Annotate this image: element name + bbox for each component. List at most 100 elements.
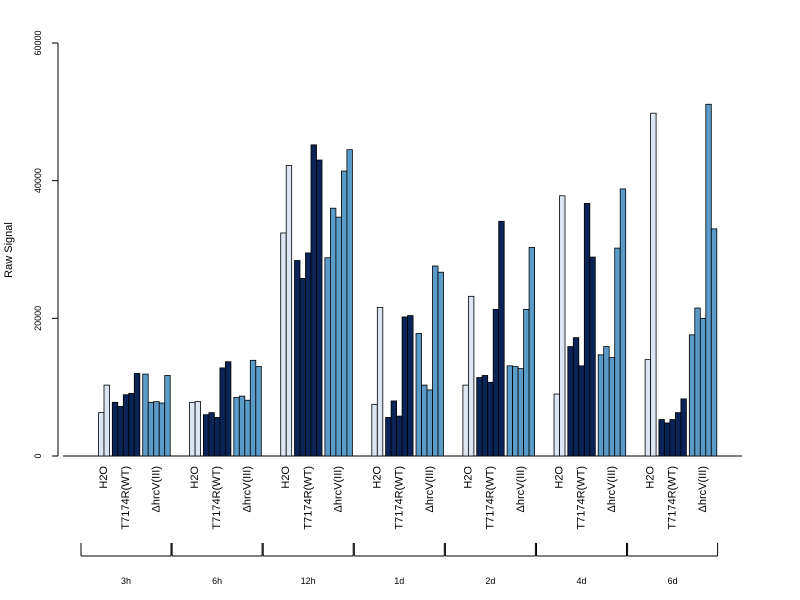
time-label: 6d [668, 576, 678, 586]
bar-4d-1-3 [583, 202, 591, 457]
bar-3h-2-3 [158, 402, 166, 457]
bar-6h-1-3 [219, 367, 226, 457]
bar-2d-2-0 [506, 365, 514, 457]
bars [98, 103, 718, 457]
treatment-labels: H2O T7174R(WT) ΔhrcV(III) H2O T7174R(WT) Δhrc… [98, 466, 709, 530]
bar-12h-1-3 [310, 144, 317, 457]
bar-2d-2-2 [517, 368, 524, 457]
treatment-label: ΔhrcV(III) [515, 466, 527, 512]
bar-6h-2-2 [244, 399, 251, 457]
treatment-label: H2O [280, 466, 292, 489]
bar-6h-1-1 [208, 412, 215, 457]
bar-6h-2-4 [255, 366, 262, 457]
bar-1d-1-3 [401, 316, 409, 457]
bar-1d-2-2 [426, 389, 433, 457]
bar-1d-1-2 [396, 415, 403, 457]
bar-3h-1-0 [111, 401, 119, 457]
bar-6d-2-3 [705, 103, 712, 457]
bar-4d-2-4 [619, 188, 627, 457]
treatment-label: ΔhrcV(III) [333, 466, 345, 512]
bar-2d-1-3 [492, 308, 500, 457]
y-tick-label: 20000 [33, 306, 43, 331]
treatment-label: H2O [462, 466, 474, 489]
bar-6d-0-1 [650, 112, 657, 457]
treatment-label: H2O [645, 466, 657, 489]
bar-4d-1-1 [572, 337, 580, 457]
bar-12h-2-2 [335, 216, 342, 457]
treatment-label: ΔhrcV(III) [150, 466, 162, 512]
bar-12h-2-1 [329, 207, 337, 457]
bar-6d-1-3 [675, 412, 682, 457]
bar-1d-0-1 [376, 306, 384, 457]
bar-4d-2-2 [608, 357, 616, 457]
bar-6d-1-0 [658, 419, 665, 457]
bar-4d-0-0 [553, 393, 560, 457]
time-label: 1d [394, 576, 404, 586]
bar-1d-1-0 [385, 417, 392, 457]
treatment-label: T7174R(WT) [120, 466, 132, 530]
bar-4d-2-3 [614, 247, 621, 457]
bar-3h-0-1 [103, 384, 110, 457]
bar-1d-2-1 [421, 384, 428, 457]
bar-6h-1-2 [213, 417, 221, 457]
treatment-label: T7174R(WT) [393, 466, 405, 530]
y-axis: 0 20000 40000 60000 [33, 30, 59, 459]
bar-12h-1-0 [294, 260, 301, 457]
bar-12h-2-3 [340, 170, 348, 457]
time-label: 4d [576, 576, 586, 586]
bar-6h-0-1 [194, 401, 202, 457]
bar-3h-2-2 [153, 401, 160, 457]
bar-1d-1-4 [407, 315, 414, 457]
bar-1d-2-0 [415, 333, 422, 457]
time-label: 2d [485, 576, 495, 586]
treatment-label: T7174R(WT) [484, 466, 496, 530]
bar-4d-2-1 [603, 346, 610, 457]
bar-2d-2-3 [523, 308, 530, 457]
bar-6h-2-0 [233, 397, 240, 457]
bar-2d-1-0 [476, 377, 483, 457]
bar-6h-2-1 [238, 395, 246, 457]
bar-1d-1-1 [390, 400, 398, 457]
bar-12h-0-0 [280, 232, 287, 457]
treatment-label: T7174R(WT) [667, 466, 679, 530]
bar-2d-0-1 [467, 295, 475, 457]
bar-6h-2-3 [249, 359, 257, 457]
y-tick-label: 40000 [33, 168, 43, 193]
bar-12h-2-0 [324, 257, 331, 457]
bar-4d-1-0 [567, 346, 574, 457]
treatment-label: H2O [98, 466, 110, 489]
bar-6h-1-4 [224, 361, 232, 457]
treatment-label: H2O [554, 466, 566, 489]
bar-12h-1-4 [316, 159, 323, 457]
bar-6d-2-0 [688, 334, 696, 457]
bar-12h-1-1 [299, 278, 306, 457]
y-axis-label: Raw Signal [3, 222, 15, 278]
y-tick-label: 60000 [33, 30, 43, 55]
time-label: 12h [301, 576, 316, 586]
treatment-label: T7174R(WT) [576, 466, 588, 530]
treatment-label: ΔhrcV(III) [424, 466, 436, 512]
bar-4d-2-0 [597, 354, 605, 457]
bar-4d-0-1 [559, 195, 566, 457]
time-label: 6h [212, 576, 222, 586]
bar-6d-2-1 [694, 307, 701, 457]
time-label: 3h [121, 576, 131, 586]
bar-2d-1-2 [487, 381, 494, 457]
bar-6d-2-2 [699, 317, 707, 457]
treatment-label: ΔhrcV(III) [606, 466, 618, 512]
bar-12h-1-2 [305, 252, 312, 457]
time-brackets: 3h 6h 12h 1d 2d 4d 6d [80, 543, 719, 586]
bar-3h-2-0 [142, 373, 149, 457]
bar-3h-2-4 [164, 375, 171, 457]
bar-2d-2-4 [528, 247, 535, 457]
bar-12h-2-4 [346, 149, 353, 457]
bar-6d-0-0 [644, 359, 651, 457]
bar-1d-0-0 [371, 403, 378, 457]
y-tick-label: 0 [33, 453, 43, 458]
bar-3h-1-1 [117, 406, 124, 457]
treatment-label: T7174R(WT) [211, 466, 223, 530]
bar-2d-0-0 [462, 384, 469, 457]
bar-2d-1-1 [481, 375, 489, 457]
bar-4d-1-2 [578, 365, 585, 457]
